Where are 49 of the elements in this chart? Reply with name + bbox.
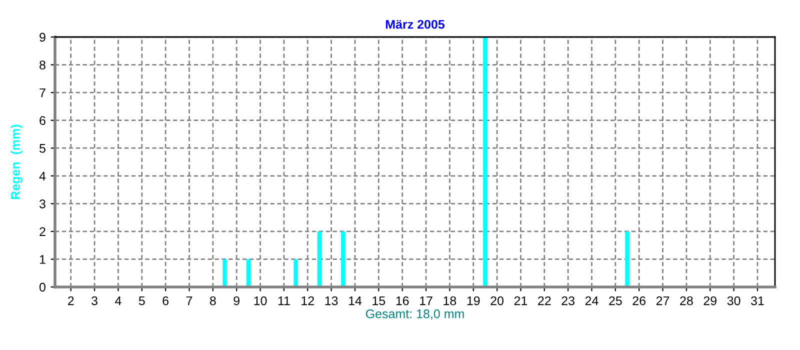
- y-axis-title: Regen (mm): [10, 124, 22, 200]
- bar: [341, 231, 346, 287]
- y-tick-label: 5: [40, 144, 46, 153]
- x-tick-label: 30: [727, 296, 740, 306]
- x-tick-label: 20: [490, 296, 504, 306]
- x-tick-label: 16: [396, 296, 409, 306]
- x-axis-title: Gesamt: 18,0 mm: [366, 309, 464, 320]
- x-tick-label: 10: [254, 296, 267, 306]
- y-tick-label: 9: [40, 32, 46, 42]
- x-tick-label: 19: [467, 296, 480, 306]
- x-tick-label: 26: [632, 296, 646, 306]
- x-tick-label: 22: [538, 296, 551, 306]
- x-tick-label: 15: [372, 296, 386, 306]
- x-tick-label: 6: [162, 296, 168, 306]
- x-tick-label: 9: [234, 296, 240, 306]
- bar: [625, 231, 630, 287]
- y-tick-label: 8: [40, 60, 46, 70]
- x-tick-label: 7: [186, 296, 192, 306]
- y-tick-label: 7: [40, 88, 46, 98]
- bar: [317, 231, 322, 287]
- bar: [483, 37, 488, 287]
- x-tick-label: 21: [514, 296, 528, 306]
- x-tick-label: 18: [444, 296, 456, 306]
- y-tick-label: 3: [40, 199, 46, 208]
- x-tick-label: 23: [562, 296, 574, 306]
- x-tick-label: 4: [115, 296, 122, 306]
- x-tick-label: 2: [68, 296, 74, 306]
- x-tick-label: 24: [585, 296, 598, 306]
- x-tick-label: 12: [302, 296, 314, 306]
- x-tick-label: 29: [704, 296, 716, 306]
- y-tick-label: 6: [40, 116, 46, 125]
- y-tick-label: 0: [40, 282, 46, 292]
- bar: [222, 259, 227, 287]
- bar: [294, 259, 298, 287]
- chart-title: März 2005: [386, 20, 445, 29]
- x-tick-label: 25: [609, 296, 622, 306]
- x-tick-label: 8: [210, 296, 216, 306]
- x-tick-label: 17: [420, 296, 432, 306]
- x-tick-label: 5: [138, 296, 145, 306]
- y-tick-label: 4: [39, 172, 46, 180]
- x-tick-label: 13: [325, 296, 338, 306]
- x-tick-label: 3: [92, 296, 98, 306]
- x-tick-label: 11: [278, 296, 290, 306]
- y-tick-label: 1: [40, 255, 46, 264]
- x-tick-label: 27: [656, 296, 670, 306]
- x-tick-label: 28: [680, 296, 693, 306]
- x-tick-label: 14: [348, 296, 362, 306]
- x-tick-label: 31: [751, 296, 764, 306]
- y-tick-label: 2: [40, 227, 46, 236]
